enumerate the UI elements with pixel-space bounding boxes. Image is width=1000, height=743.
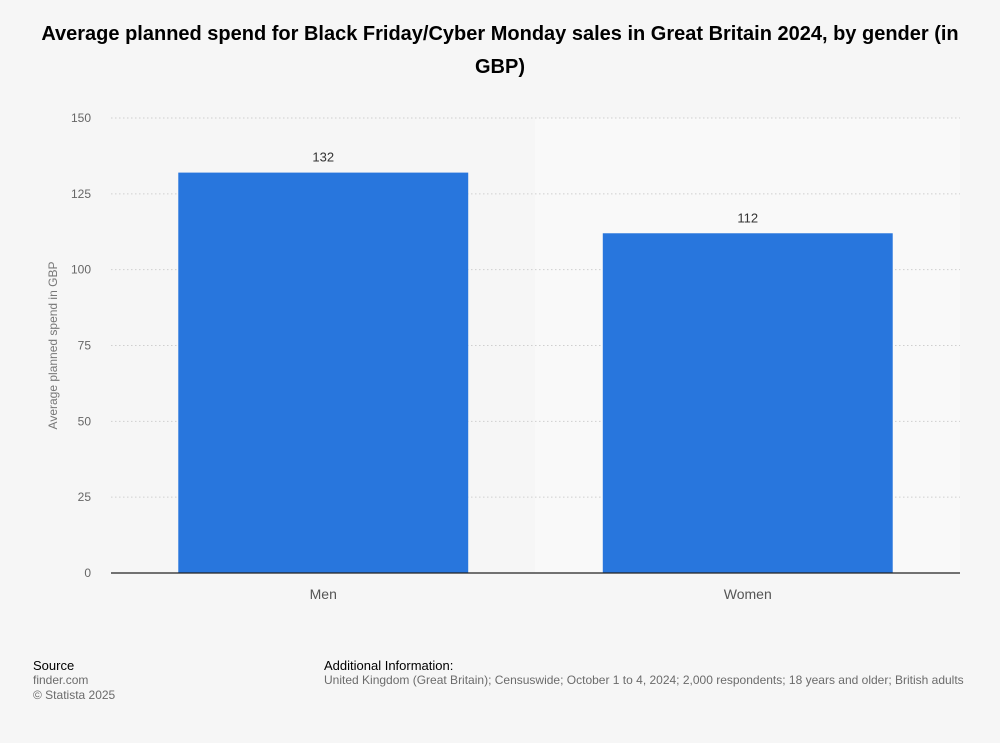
y-tick-label: 150 [71, 111, 91, 125]
chart-title: Average planned spend for Black Friday/C… [41, 23, 959, 78]
bar [602, 233, 893, 573]
x-tick-label: Men [310, 586, 337, 602]
source-block: Source finder.com © Statista 2025 [33, 658, 115, 703]
y-axis-title: Average planned spend in GBP [46, 262, 60, 430]
source-heading: Source [33, 658, 75, 673]
y-tick-label: 100 [71, 263, 91, 277]
y-tick-label: 25 [78, 490, 92, 504]
additional-info-text: United Kingdom (Great Britain); Censuswi… [324, 673, 964, 687]
additional-info-block: Additional Information: United Kingdom (… [324, 658, 994, 688]
copyright-text: © Statista 2025 [33, 688, 116, 702]
x-tick-label: Women [724, 586, 772, 602]
y-tick-label: 125 [71, 187, 91, 201]
y-tick-label: 0 [84, 566, 91, 580]
data-label: 112 [737, 210, 758, 225]
bar [178, 172, 469, 573]
data-label: 132 [312, 150, 334, 165]
additional-info-heading: Additional Information: [324, 658, 454, 673]
y-tick-label: 50 [78, 414, 92, 428]
y-tick-label: 75 [78, 339, 92, 353]
source-name[interactable]: finder.com [33, 673, 89, 687]
